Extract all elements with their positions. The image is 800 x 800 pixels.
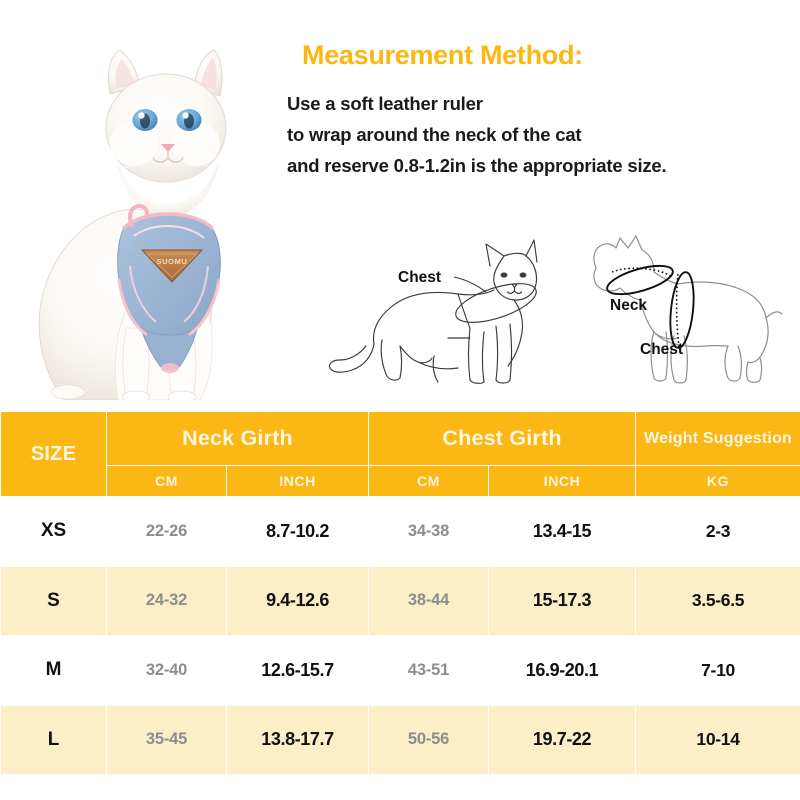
dog-chest-measure-band [669,271,695,349]
cell-neck-cm: 35-45 [106,704,227,775]
table-body: XS 22-26 8.7-10.2 34-38 13.4-15 2-3 S 24… [0,496,800,775]
cell-size: L [0,704,107,775]
cell-chest-cm: 50-56 [368,704,490,775]
cell-chest-cm: 38-44 [368,565,490,636]
instruction-line-3: and reserve 0.8-1.2in is the appropriate… [287,155,667,176]
instruction-line-2: to wrap around the neck of the cat [287,124,582,145]
cell-weight-kg: 10-14 [635,704,800,775]
product-photo-cat-wearing-harness: SUOMU [6,28,286,400]
header-size: SIZE [0,411,107,497]
header-neck-inch: INCH [225,465,370,497]
table-row: M 32-40 12.6-15.7 43-51 16.9-20.1 7-10 [0,635,800,706]
cat-chest-measure-loop [455,283,537,323]
brand-tag-text: SUOMU [157,257,188,266]
table-row: S 24-32 9.4-12.6 38-44 15-17.3 3.5-6.5 [0,565,800,636]
cell-neck-cm: 32-40 [106,635,227,706]
dog-neck-measure-band [606,264,674,296]
cell-neck-inch: 13.8-17.7 [225,704,370,775]
dog-chest-label: Chest [640,341,683,358]
cell-neck-cm: 24-32 [106,565,227,636]
measurement-diagrams: Chest [318,228,800,388]
dog-neck-label: Neck [610,297,647,314]
cell-neck-inch: 12.6-15.7 [225,635,370,706]
instructions-block: Use a soft leather ruler to wrap around … [287,88,797,181]
top-section: SUOMU Measurement Method: Use a soft lea… [6,28,800,400]
table-row: L 35-45 13.8-17.7 50-56 19.7-22 10-14 [0,704,800,775]
cell-weight-kg: 2-3 [635,496,800,567]
header-chest-inch: INCH [488,465,637,497]
table-row: XS 22-26 8.7-10.2 34-38 13.4-15 2-3 [0,496,800,567]
header-neck-girth: Neck Girth [105,411,370,466]
cell-size: M [0,635,107,706]
header-chest-cm: CM [368,465,490,497]
cell-weight-kg: 7-10 [635,635,800,706]
cell-neck-inch: 8.7-10.2 [225,496,370,567]
cat-chest-label: Chest [398,269,441,286]
cell-chest-cm: 34-38 [368,496,490,567]
cell-size: XS [0,496,107,567]
cat-outline [328,239,538,384]
dog-measurement-diagram: Neck Chest [566,228,800,386]
harness: SUOMU [117,203,221,373]
cell-neck-inch: 9.4-12.6 [225,565,370,636]
size-chart-table: SIZE Neck Girth Chest Girth Weight Sugge… [0,411,800,775]
cell-chest-inch: 15-17.3 [488,565,637,636]
cell-chest-inch: 19.7-22 [488,704,637,775]
cell-chest-cm: 43-51 [368,635,490,706]
cell-chest-inch: 16.9-20.1 [488,635,637,706]
table-header: SIZE Neck Girth Chest Girth Weight Sugge… [0,411,800,497]
header-neck-cm: CM [106,465,227,497]
table-header-row-groups: SIZE Neck Girth Chest Girth Weight Sugge… [0,411,800,497]
cat-eyes [132,109,202,131]
header-weight-suggestion: Weight Suggestion [635,411,800,466]
header-weight-kg: KG [635,465,800,497]
instruction-line-1: Use a soft leather ruler [287,93,483,114]
cell-neck-cm: 22-26 [106,496,227,567]
cell-weight-kg: 3.5-6.5 [635,565,800,636]
cat-head [91,49,239,218]
dog-outline [593,235,783,384]
table-header-row-units: CM INCH CM INCH KG [1,465,800,497]
cat-measurement-diagram: Chest [318,228,568,386]
header-chest-girth: Chest Girth [368,411,637,466]
harness-brand-tag: SUOMU [140,249,204,283]
cell-chest-inch: 13.4-15 [488,496,637,567]
page-title: Measurement Method: [302,40,583,70]
cell-size: S [0,565,107,636]
